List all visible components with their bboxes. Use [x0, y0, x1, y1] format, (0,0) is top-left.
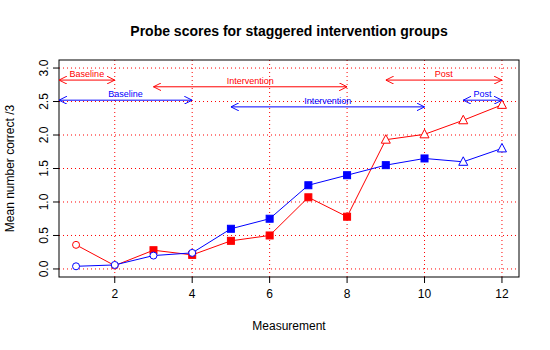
point [420, 129, 429, 138]
y-tick [53, 101, 59, 102]
series-line [76, 148, 502, 266]
title: Probe scores for staggered intervention … [130, 23, 448, 39]
x-tick-label: 4 [189, 287, 196, 301]
x-axis-title: Measurement [252, 319, 326, 333]
x-tick-label: 8 [344, 287, 351, 301]
phase-arrow [153, 86, 347, 87]
phase-label: Baseline [108, 89, 143, 99]
point [305, 182, 312, 189]
point [111, 261, 118, 268]
y-tick-label: 0.0 [37, 260, 51, 277]
point [497, 100, 506, 109]
plot-data [59, 80, 506, 270]
x-tick [424, 277, 425, 283]
phase-label: Baseline [70, 69, 105, 79]
y-tick [53, 168, 59, 169]
series-line [76, 105, 502, 266]
point [459, 115, 468, 124]
y-tick [53, 235, 59, 236]
grid-line [59, 168, 519, 169]
point [421, 155, 428, 162]
y-tick [53, 268, 59, 269]
phase-arrow [463, 100, 502, 101]
point [266, 215, 273, 222]
x-tick-label: 2 [111, 287, 118, 301]
y-tick-label: 1.0 [37, 193, 51, 210]
phase-label: Intervention [227, 76, 274, 86]
point [266, 232, 273, 239]
point [344, 172, 351, 179]
y-tick [53, 201, 59, 202]
x-tick-label: 6 [266, 287, 273, 301]
point [497, 143, 506, 152]
phase-arrow [59, 80, 115, 81]
grid-line [424, 60, 425, 277]
x-tick [192, 277, 193, 283]
phase-arrow [386, 80, 502, 81]
phase-arrow [59, 100, 192, 101]
phase-label: Post [474, 89, 493, 99]
y-tick-label: 3.0 [37, 59, 51, 76]
point [382, 162, 389, 169]
x-tick [347, 277, 348, 283]
x-tick-label: 12 [495, 287, 509, 301]
phase-arrow [231, 106, 425, 107]
grid-line [59, 135, 519, 136]
y-tick [53, 68, 59, 69]
point [227, 237, 234, 244]
chart: Probe scores for staggered intervention … [0, 0, 550, 350]
phase-label: Intervention [304, 96, 351, 106]
y-tick-label: 0.5 [37, 227, 51, 244]
point [73, 241, 80, 248]
x-tick [269, 277, 270, 283]
y-axis-title: Mean number correct /3 [3, 104, 17, 232]
y-tick-label: 1.5 [37, 160, 51, 177]
point [150, 252, 157, 259]
point [305, 194, 312, 201]
x-tick [114, 277, 115, 283]
point [459, 157, 468, 166]
point [73, 263, 80, 270]
x-tick-label: 10 [418, 287, 432, 301]
grid-line [269, 60, 270, 277]
grid-line [59, 101, 519, 102]
y-tick-label: 2.0 [37, 126, 51, 143]
x-tick [501, 277, 502, 283]
grid-line [59, 268, 519, 269]
point [344, 213, 351, 220]
grid-line [59, 235, 519, 236]
phase-label: Post [435, 69, 454, 79]
plot-frame [59, 60, 519, 277]
y-tick-label: 2.5 [37, 93, 51, 110]
y-tick [53, 135, 59, 136]
point [381, 135, 390, 144]
point [111, 262, 118, 269]
point [227, 225, 234, 232]
grid-line [501, 60, 502, 277]
point [189, 249, 196, 256]
